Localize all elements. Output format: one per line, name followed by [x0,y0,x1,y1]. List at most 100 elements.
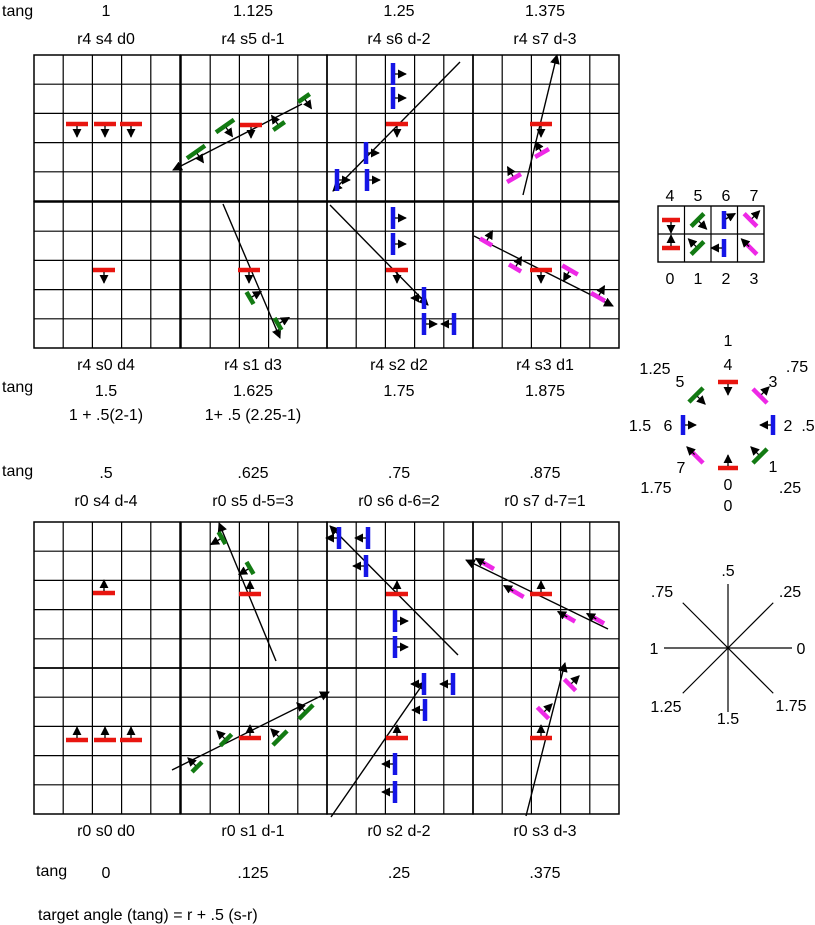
red-edge-mark [530,580,552,597]
compass-label-top: .5 [721,563,734,580]
legend-red-mark [662,234,680,251]
grid-lower-0 [33,521,181,669]
ring-mark-7 [751,386,770,405]
red-edge-mark [530,121,552,138]
blue-edge-mark [390,207,407,229]
red-edge-mark [386,724,408,741]
red-edge-mark [66,726,88,743]
green-edge-mark [296,702,315,721]
mid-title: r4 s1 d3 [224,357,282,374]
lower-title: r0 s6 d-6=2 [358,493,439,510]
bottom-tang-value: .375 [529,865,560,882]
magenta-edge-mark [589,284,607,303]
tang-label-mid: tang [2,379,33,396]
green-edge-mark [216,730,234,748]
magenta-edge-mark [478,229,494,248]
blue-edge-mark [390,233,407,255]
red-edge-mark [238,267,260,284]
tang-label-top: tang [2,3,33,20]
bottom-tang-value: .25 [388,865,410,882]
grid-mid-1 [180,201,328,349]
blue-edge-mark [354,527,371,549]
orientation-legend [657,205,765,263]
top-title: r4 s6 d-2 [367,31,430,48]
bottom-title: r0 s1 d-1 [221,823,284,840]
magenta-edge-mark [556,610,577,624]
ring-label-bottom-tang: 0 [724,498,733,515]
bottom-tang-value: .125 [237,865,268,882]
grid-bottom-1 [180,667,328,815]
ring-mark-0 [718,454,738,471]
ring-label-top-right-index: 3 [769,374,778,391]
tang-label-bottom: tang [36,863,67,880]
compass-label-top-right: .25 [779,584,801,601]
green-edge-mark [187,757,204,774]
top-tang-value: 1.125 [233,3,273,20]
red-edge-mark [239,580,261,597]
mid-tang-value: 1.75 [383,383,414,400]
blue-edge-mark [352,555,369,577]
legend-magenta-mark [740,238,759,256]
direction-line [330,680,426,818]
red-edge-mark [94,121,116,138]
ring-label-top-left-tang: 1.25 [639,361,670,378]
blue-edge-mark [381,781,398,803]
blue-edge-mark [421,313,438,335]
ring-mark-4 [718,379,738,396]
green-edge-mark [296,92,312,110]
red-edge-mark [240,122,262,139]
top-tang-value: 1.375 [525,3,565,20]
magenta-edge-mark [507,255,523,274]
red-edge-mark [66,121,88,138]
bottom-title: r0 s0 d0 [77,823,135,840]
magenta-edge-mark [505,165,523,184]
green-edge-mark [244,290,263,306]
bottom-title: r0 s2 d-2 [367,823,430,840]
ring-label-bottom-left-tang: 1.75 [640,480,671,497]
ring-label-left-tang: 1.5 [629,418,651,435]
red-edge-mark [120,121,142,138]
lower-title: r0 s7 d-7=1 [504,493,585,510]
angle-compass [664,584,792,712]
grid-bottom-3 [472,667,620,815]
green-edge-mark [270,728,289,747]
grid-bottom-2 [326,667,474,815]
mid-title: r4 s3 d1 [516,357,574,374]
blue-edge-mark [363,142,380,164]
mid-tang-value: 1.625 [233,383,273,400]
lower-title: r0 s5 d-5=3 [212,493,293,510]
magenta-edge-mark [533,140,551,159]
blue-edge-mark [439,673,456,695]
blue-edge-mark [325,527,342,549]
compass-spoke [682,602,774,694]
legend-bottom-number: 1 [694,271,703,288]
ring-mark-6 [680,415,697,435]
red-edge-mark [530,267,552,284]
magenta-edge-mark [561,263,579,283]
blue-edge-mark [381,753,398,775]
direction-line [329,204,429,306]
top-title: r4 s7 d-3 [513,31,576,48]
legend-top-number: 4 [666,188,675,205]
compass-label-left: 1 [650,641,659,658]
ring-label-bottom-right-index: 1 [769,459,778,476]
ring-mark-1 [750,446,769,465]
legend-red-mark [662,217,680,234]
grid-mid-0 [33,201,181,349]
ring-label-top-index: 4 [724,357,733,374]
ring-label-left-index: 6 [664,418,673,435]
green-edge-mark [209,530,228,546]
legend-bottom-number: 3 [750,271,759,288]
lower-tang-value: .625 [237,465,268,482]
mid-title: r4 s2 d2 [370,357,428,374]
grid-bottom-0 [33,667,181,815]
lower-tang-value: .75 [388,465,410,482]
grid-top-2 [326,54,474,202]
legend-green-mark [687,238,706,256]
legend-blue-mark [710,239,727,257]
bottom-title: r0 s3 d-3 [513,823,576,840]
lower-title: r0 s4 d-4 [74,493,137,510]
green-edge-mark [214,117,236,138]
top-tang-value: 1.25 [383,3,414,20]
